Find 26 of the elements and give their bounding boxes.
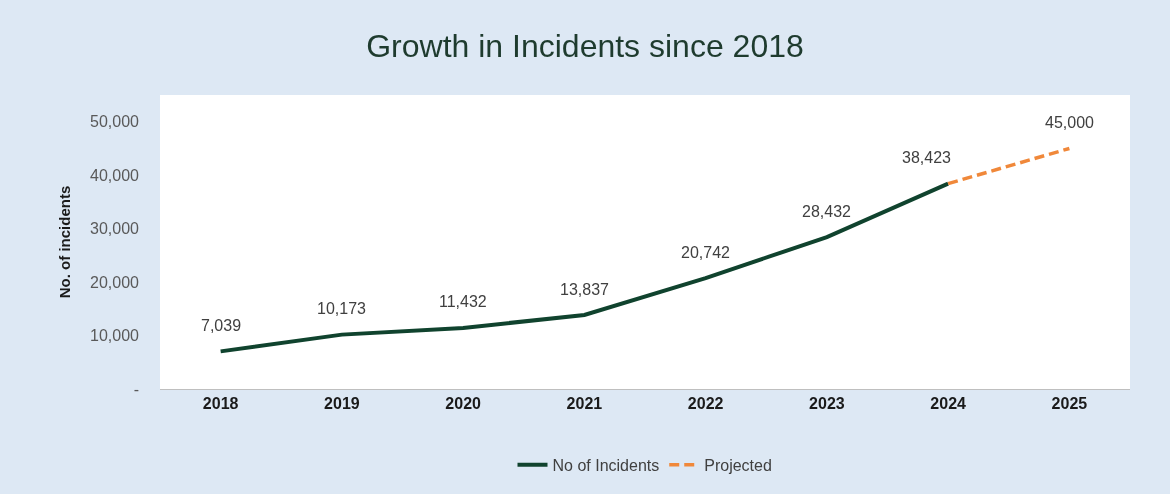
data-label: 13,837 — [560, 281, 610, 298]
x-tick-label: 2019 — [324, 395, 360, 413]
data-label: 38,423 — [902, 149, 952, 166]
x-tick-label: 2025 — [1051, 395, 1088, 413]
y-tick-label: 50,000 — [90, 113, 140, 131]
y-tick-label: - — [133, 380, 139, 398]
y-tick-label: 40,000 — [90, 166, 140, 184]
x-tick-label: 2021 — [566, 395, 603, 413]
y-tick-label: 20,000 — [90, 273, 140, 291]
chart-title: Growth in Incidents since 2018 — [366, 27, 804, 64]
x-tick-label: 2022 — [687, 395, 724, 413]
legend-label: Projected — [704, 456, 772, 474]
data-label: 45,000 — [1045, 114, 1095, 131]
data-label: 11,432 — [439, 293, 487, 310]
y-tick-label: 30,000 — [90, 220, 140, 238]
x-tick-label: 2023 — [809, 395, 845, 413]
data-label: 28,432 — [802, 203, 852, 220]
x-tick-label: 2020 — [445, 395, 482, 413]
y-tick-label: 10,000 — [90, 327, 140, 345]
y-axis-title: No. of incidents — [56, 185, 74, 299]
data-label: 10,173 — [317, 300, 367, 317]
legend-label: No of Incidents — [552, 456, 660, 474]
x-tick-label: 2024 — [930, 395, 967, 413]
x-tick-label: 2018 — [202, 395, 239, 413]
data-label: 7,039 — [201, 317, 242, 334]
data-label: 20,742 — [681, 244, 731, 261]
